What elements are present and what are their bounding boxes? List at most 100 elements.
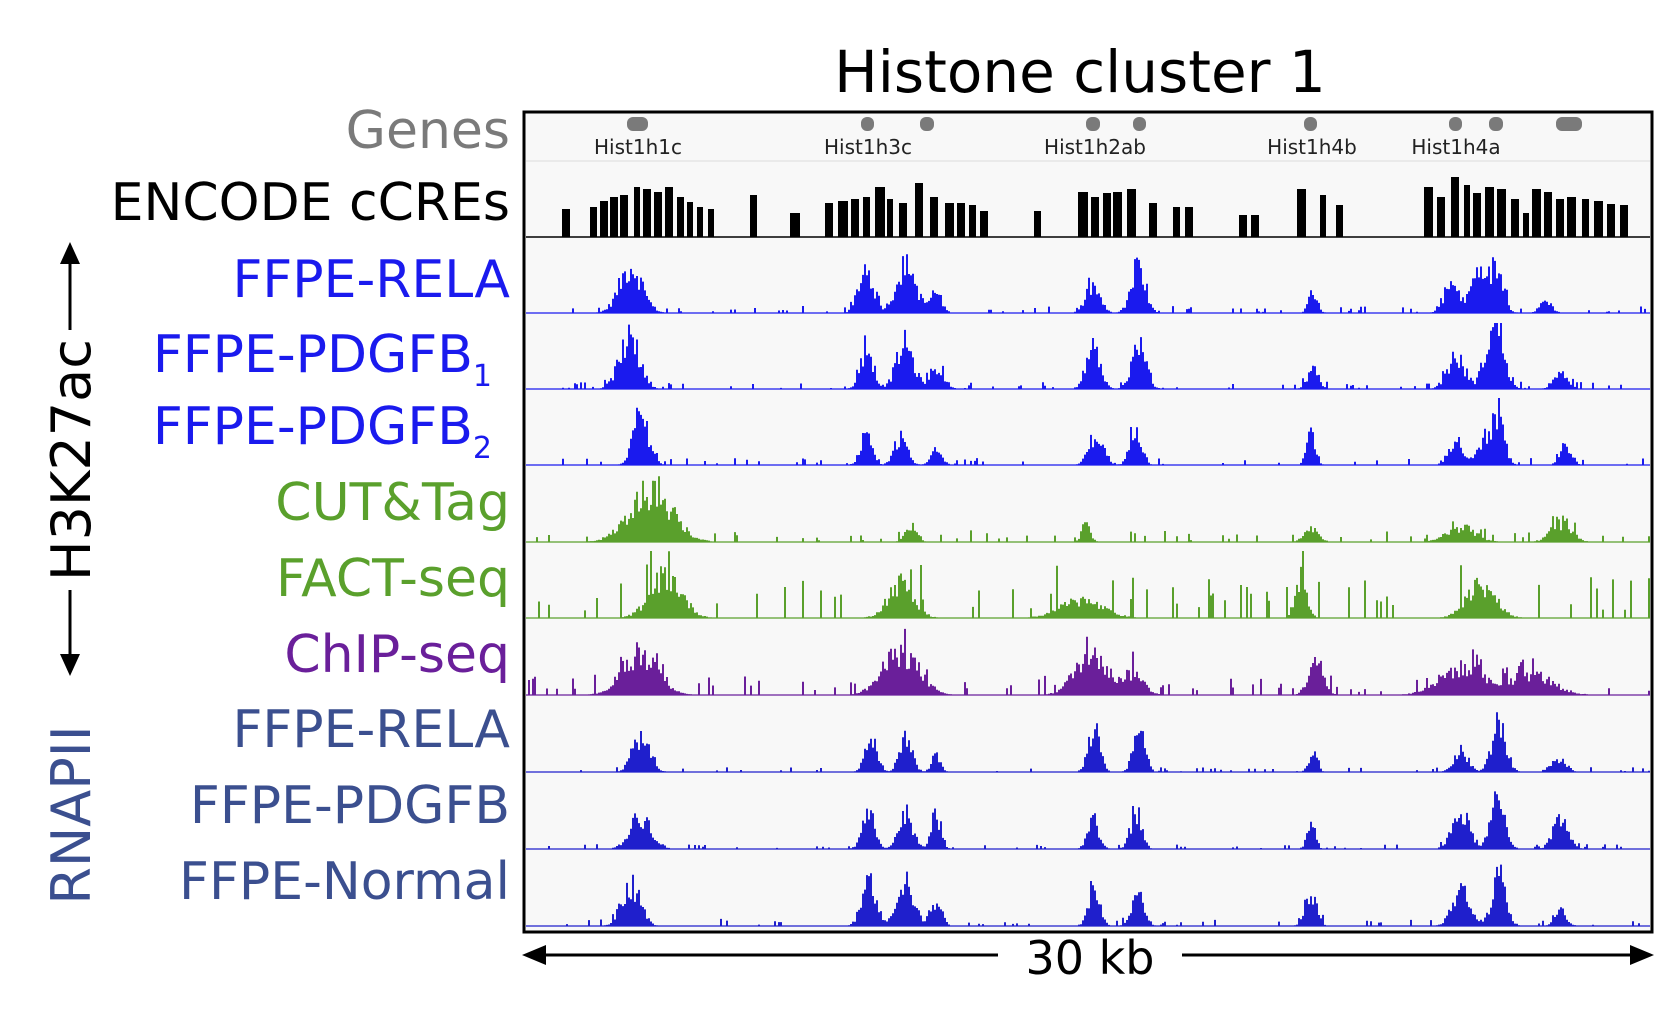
ccre-bar (1582, 199, 1589, 237)
signal-track-coverage (526, 712, 1650, 772)
ccre-track (562, 177, 1628, 237)
signal-track-coverage (526, 476, 1650, 542)
ccre-track-label: ENCODE cCREs (111, 173, 510, 233)
ccre-bar (750, 195, 757, 237)
ccre-bar (838, 201, 848, 237)
ccre-bar (969, 205, 976, 237)
ccre-bar (1173, 207, 1180, 237)
rnapii-label: RNAPII (40, 725, 103, 904)
ccre-bar (1567, 197, 1576, 237)
ccre-bar (654, 192, 662, 237)
ccre-bar (634, 187, 640, 237)
gene-label: Hist1h1c (594, 135, 682, 159)
signal-track-coverage (526, 791, 1650, 849)
ccre-bar (1556, 199, 1564, 237)
ccre-bar (1336, 205, 1343, 237)
ccre-bar (1185, 207, 1193, 237)
ccre-bar (887, 199, 893, 237)
genes-track-label: Genes (346, 101, 510, 161)
signal-track-coverage (526, 398, 1650, 465)
ccre-bar (590, 207, 597, 237)
ccre-bar (1544, 192, 1552, 237)
ccre-bar (1239, 215, 1247, 237)
figure-title: Histone cluster 1 (834, 38, 1326, 106)
ccre-bar (1511, 199, 1519, 237)
ccre-bar (863, 197, 870, 237)
signal-track-coverage (526, 551, 1650, 618)
ccre-bar (1103, 193, 1111, 237)
ccre-bar (1451, 177, 1459, 237)
ccre-bar (957, 203, 965, 237)
ccre-bar (665, 187, 673, 237)
scale-arrow-left (522, 945, 546, 965)
ccre-bar (1251, 215, 1259, 237)
track-label-ffpe-normal: FFPE-Normal (179, 852, 510, 912)
track-label-ffpe-rela-rnapii: FFPE-RELA (232, 700, 510, 760)
ccre-bar (930, 197, 938, 237)
track-label-chipseq: ChIP-seq (284, 625, 510, 685)
ccre-bar (1464, 185, 1470, 237)
gene-marker (861, 117, 874, 131)
gene-marker (1133, 117, 1146, 131)
scale-arrow-right (1630, 945, 1654, 965)
gene-label: Hist1h2ab (1044, 135, 1146, 159)
ccre-bar (1034, 211, 1041, 237)
ccre-bar (875, 187, 885, 237)
ccre-bar (1485, 187, 1494, 237)
track-label-factseq: FACT-seq (276, 549, 510, 609)
h3k27ac-bracket: H3K27ac (40, 242, 103, 676)
panel-frame (522, 110, 1654, 934)
ccre-bar (1424, 187, 1433, 237)
ccre-bar (915, 183, 923, 237)
ccre-bar (1127, 189, 1136, 237)
ccre-bar (1497, 189, 1506, 237)
ccre-bar (790, 213, 800, 237)
ccre-bar (1532, 189, 1541, 237)
genes-track: Hist1h1c Hist1h3c Hist1h2ab Hist1h4b Hist1h4… (594, 117, 1582, 159)
ccre-bar (1594, 201, 1603, 237)
ccre-bar (600, 201, 608, 237)
track-label-ffpe-pdgfb1: FFPE-PDGFB1 (153, 325, 492, 394)
gene-marker (1556, 117, 1582, 131)
ccre-bar (610, 197, 618, 237)
ccre-bar (825, 203, 833, 237)
ccre-bar (677, 197, 684, 237)
ccre-bar (1607, 204, 1615, 237)
gene-marker (627, 117, 648, 131)
ccre-bar (643, 189, 651, 237)
scale-bar: 30 kb (522, 931, 1654, 985)
signal-track-coverage (526, 864, 1650, 926)
track-label-ffpe-pdgfb2: FFPE-PDGFB2 (153, 397, 492, 466)
ccre-bar (899, 203, 907, 237)
gene-marker (920, 117, 934, 131)
ccre-bar (1620, 205, 1628, 237)
ccre-bar (851, 199, 859, 237)
ccre-bar (620, 195, 628, 237)
ccre-bar (1523, 213, 1529, 237)
ccre-bar (697, 207, 703, 237)
ccre-bar (1149, 203, 1157, 237)
gene-label: Hist1h4b (1267, 135, 1357, 159)
track-label-cuttag: CUT&Tag (275, 473, 510, 533)
ccre-bar (687, 202, 693, 237)
ccre-bar (945, 203, 954, 237)
gene-label: Hist1h3c (824, 135, 912, 159)
ccre-bar (708, 209, 714, 237)
signal-track-coverage (526, 254, 1650, 313)
gene-marker (1489, 117, 1503, 131)
ccre-bar (1078, 192, 1088, 237)
signal-track-coverage (526, 628, 1650, 695)
browser-panel: Hist1h1c Hist1h3c Hist1h2ab Hist1h4b Hist1h4… (522, 110, 1654, 934)
ccre-bar (1091, 197, 1099, 237)
gene-label: Hist1h4a (1411, 135, 1500, 159)
gene-marker (1449, 117, 1462, 131)
signal-tracks (526, 254, 1650, 927)
ccre-bar (1113, 192, 1122, 237)
track-label-ffpe-rela-h3k27ac: FFPE-RELA (232, 250, 510, 310)
ccre-bar (1473, 193, 1481, 237)
ccre-bar (1437, 197, 1445, 237)
ccre-bar (562, 209, 570, 237)
gene-marker (1086, 117, 1100, 131)
track-label-ffpe-pdgfb-rnapii: FFPE-PDGFB (190, 776, 510, 836)
